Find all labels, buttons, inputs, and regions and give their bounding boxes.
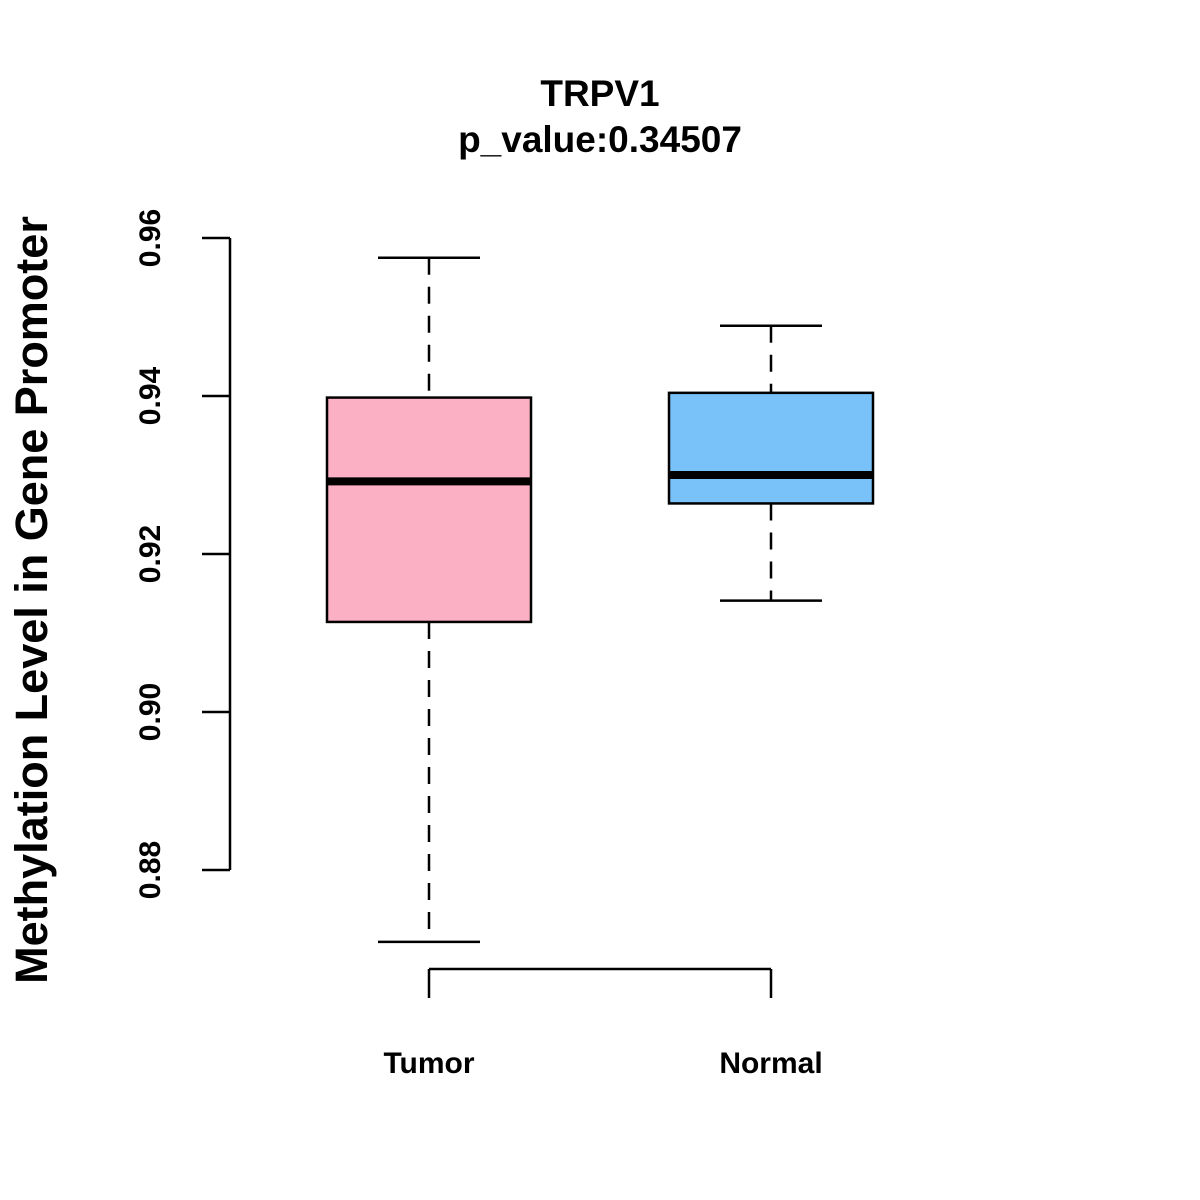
y-tick-label: 0.90 <box>134 683 167 741</box>
y-axis-label: Methylation Level in Gene Promoter <box>6 216 57 984</box>
iqr-box <box>667 391 875 505</box>
y-axis: 0.88 0.90 0.92 0.94 0.96 <box>134 209 232 899</box>
box-normal <box>667 324 875 602</box>
y-tick-label: 0.92 <box>134 525 167 583</box>
box-tumor <box>325 256 533 944</box>
chart-subtitle: p_value:0.34507 <box>458 119 742 160</box>
x-tick-label: Normal <box>719 1047 822 1080</box>
x-axis: Tumor Normal <box>383 967 823 1080</box>
y-tick-label: 0.94 <box>134 366 167 425</box>
y-tick-label: 0.96 <box>134 209 167 267</box>
chart-title: TRPV1 <box>540 73 659 114</box>
x-tick-label: Tumor <box>383 1047 474 1080</box>
iqr-box <box>325 396 533 624</box>
y-tick-label: 0.88 <box>134 841 167 899</box>
box-group <box>325 256 875 944</box>
